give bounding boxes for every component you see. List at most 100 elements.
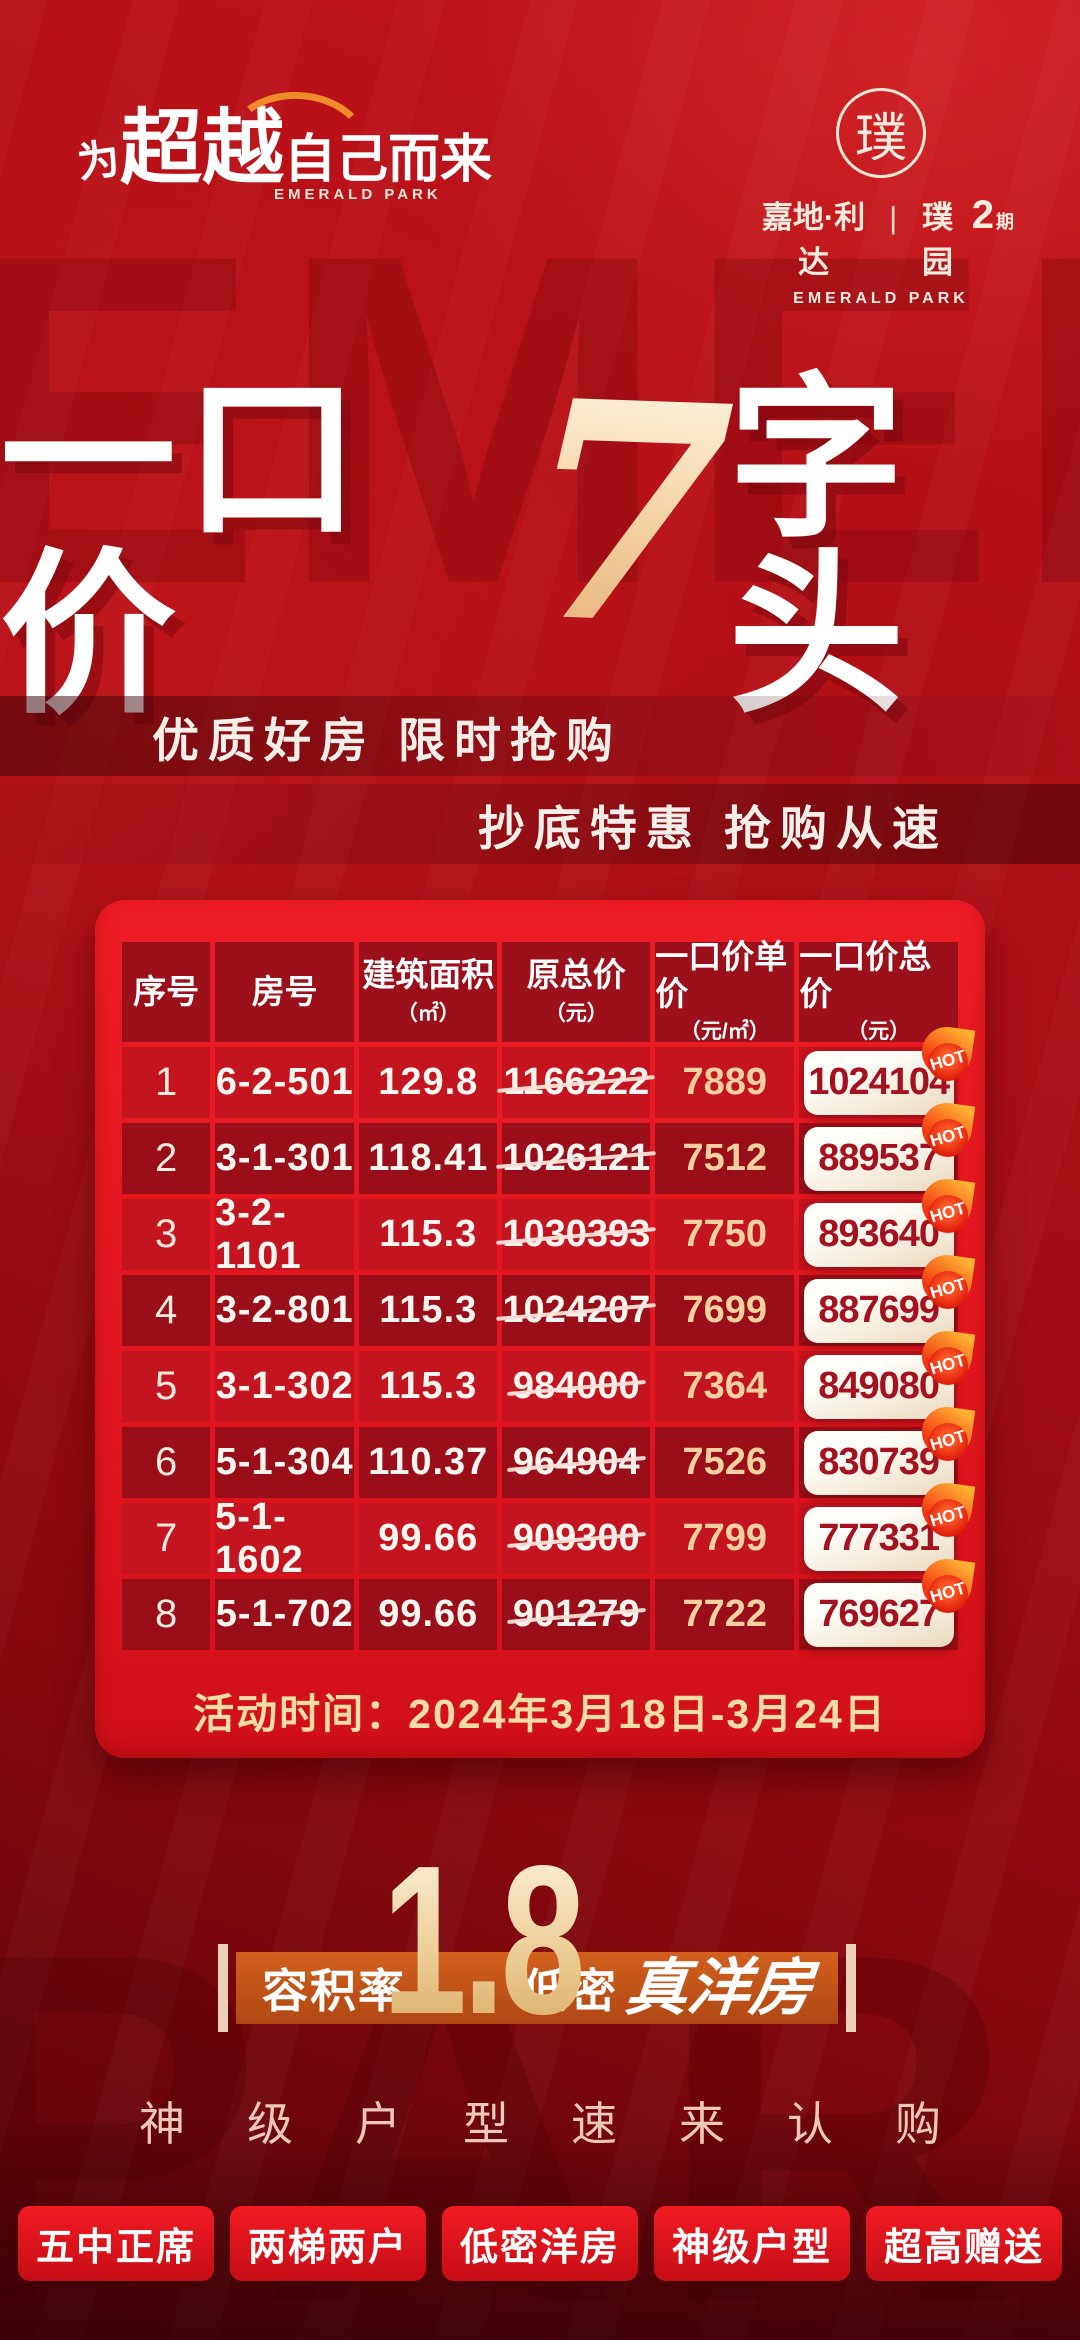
header-label: 建筑面积	[362, 956, 495, 994]
original-price-cell: 1024207	[502, 1275, 651, 1346]
header-cell-deal-unit: 一口价单价 （元/㎡）	[655, 938, 795, 1043]
slogan-english: EMERALD PARK	[274, 186, 442, 203]
header-cell-area: 建筑面积 （㎡）	[359, 942, 498, 1042]
original-price: 1024207	[502, 1289, 651, 1331]
main-title: 一口价 7 字头	[0, 333, 1080, 724]
far-label: 容积率	[262, 1965, 406, 2017]
deal-unit-price: 7750	[682, 1213, 768, 1255]
cta-line: 神级户型速来认购	[139, 2098, 1003, 2150]
original-price-cell: 1030393	[502, 1199, 651, 1270]
slogan-logo: 为 超越 自己而来 EMERALD PARK	[74, 87, 493, 207]
deal-total-cell: 769627 HOT	[799, 1574, 968, 1650]
far-right-normal: 低密	[522, 1955, 618, 2021]
feature-tags: 五中正席 两梯两户 低密洋房 神级户型 超高赠送	[0, 2206, 1080, 2281]
title-right: 字头	[728, 362, 913, 734]
row-no: 7	[122, 1503, 211, 1574]
slogan-suffix: 自己而来	[284, 131, 493, 189]
row-no: 4	[122, 1275, 211, 1346]
project-english: EMERALD PARK	[793, 290, 969, 307]
deal-unit-price: 7799	[682, 1517, 768, 1559]
deal-total-price-box: 769627 HOT	[803, 1574, 968, 1647]
feature-tag: 五中正席	[17, 2206, 214, 2281]
area-value: 115.3	[359, 1275, 498, 1346]
hot-label: HOT	[927, 1273, 968, 1303]
original-price: 984000	[512, 1365, 640, 1407]
slogan-prefix: 为	[74, 134, 123, 187]
deal-unit-price: 7889	[682, 1061, 768, 1103]
row-no: 5	[122, 1351, 211, 1422]
original-price: 1166222	[503, 1061, 650, 1103]
original-price-cell: 964904	[502, 1427, 651, 1498]
seal-character: 璞	[854, 109, 907, 168]
area-value: 115.3	[359, 1199, 498, 1270]
original-price-cell: 909300	[502, 1503, 651, 1574]
header-cell-no: 序号	[122, 942, 211, 1042]
row-no: 8	[122, 1579, 211, 1650]
original-price: 964904	[512, 1441, 640, 1483]
divider: |	[889, 200, 898, 235]
hot-label: HOT	[927, 1197, 968, 1227]
deal-unit-price: 7699	[682, 1289, 768, 1331]
hot-label: HOT	[927, 1425, 968, 1455]
header-unit: （元）	[544, 1001, 608, 1025]
project-name: 璞园	[921, 200, 953, 280]
header-label: 一口价单价	[655, 938, 788, 1012]
area-value: 110.37	[359, 1427, 498, 1498]
deal-unit-price-cell: 7699	[655, 1275, 795, 1346]
far-right-script: 真洋房	[622, 1951, 816, 2025]
far-right-text: 低密 真洋房	[522, 1951, 816, 2025]
title-left: 一口价	[0, 362, 369, 734]
room-number: 3-1-302	[215, 1351, 355, 1422]
slogan-text: 为 超越 自己而来	[74, 103, 493, 194]
row-no: 6	[122, 1427, 211, 1498]
feature-tag: 超高赠送	[866, 2206, 1063, 2281]
deal-unit-price: 7364	[682, 1365, 768, 1407]
area-value: 99.66	[359, 1503, 498, 1574]
header-label: 原总价	[526, 956, 626, 994]
original-price: 909300	[512, 1517, 640, 1559]
phase-suffix: 期	[996, 212, 1014, 232]
hot-flame-icon: HOT	[920, 1407, 974, 1465]
feature-tag: 低密洋房	[441, 2206, 638, 2281]
hot-flame-icon: HOT	[920, 1331, 974, 1389]
hot-label: HOT	[927, 1501, 968, 1531]
slogan-emphasis: 超越	[120, 103, 285, 194]
header-unit: （元）	[847, 1019, 911, 1043]
original-price-cell: 984000	[502, 1351, 651, 1422]
original-price: 901279	[512, 1593, 640, 1635]
deal-total-cell: 830739 HOT	[799, 1422, 968, 1498]
room-number: 3-2-801	[215, 1275, 355, 1346]
project-logo: 璞 嘉地·利达 | 璞园 2 期 EMERALD PARK	[748, 88, 1014, 308]
deal-unit-price-cell: 7750	[655, 1199, 795, 1270]
feature-tag: 两梯两户	[229, 2206, 426, 2281]
subtitle-line-2: 抄底特惠 抢购从速	[477, 801, 948, 855]
hot-label: HOT	[927, 1349, 968, 1379]
deal-unit-price-cell: 7364	[655, 1351, 795, 1422]
row-no: 2	[122, 1123, 211, 1194]
header-unit: （㎡）	[396, 1001, 460, 1025]
deal-total-cell: 849080 HOT	[799, 1346, 968, 1422]
header-label: 房号	[251, 972, 318, 1010]
hot-flame-icon: HOT	[920, 1179, 974, 1237]
room-number: 5-1-702	[215, 1579, 355, 1650]
area-value: 118.41	[359, 1123, 498, 1194]
hot-label: HOT	[927, 1045, 968, 1075]
hot-flame-icon: HOT	[920, 1483, 974, 1541]
hot-label: HOT	[927, 1577, 968, 1607]
room-number: 6-2-501	[215, 1047, 355, 1118]
subtitle-band-2: 抄底特惠 抢购从速	[0, 784, 1080, 864]
area-value: 115.3	[359, 1351, 498, 1422]
phase-number: 2	[971, 193, 994, 237]
original-price: 1026121	[502, 1137, 651, 1179]
deal-total-price-box: 830739 HOT	[803, 1422, 968, 1495]
project-name-line: 嘉地·利达 | 璞园 2 期	[748, 192, 1014, 282]
header-label: 序号	[133, 972, 200, 1010]
developer-name: 嘉地·利达	[761, 200, 866, 280]
feature-tag: 神级户型	[654, 2206, 851, 2281]
hot-flame-icon: HOT	[920, 1027, 974, 1085]
area-value: 99.66	[359, 1579, 498, 1650]
header-cell-original: 原总价 （元）	[502, 942, 651, 1042]
subtitle-line-1: 优质好房 限时抢购	[152, 713, 623, 767]
seal-icon: 璞	[836, 88, 926, 178]
